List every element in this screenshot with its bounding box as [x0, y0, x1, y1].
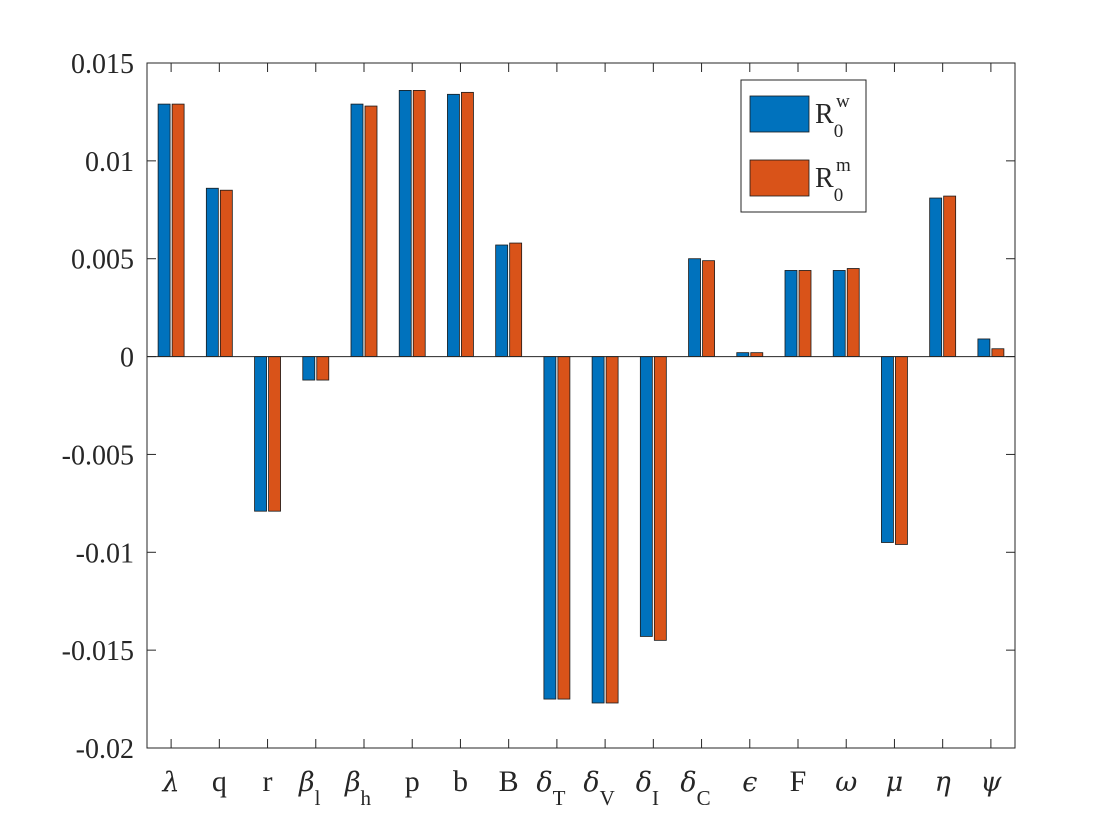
bar-w-13 [784, 270, 798, 357]
bar-m-9 [605, 356, 619, 704]
bar-w-16 [929, 197, 943, 357]
x-tick-label: r [263, 765, 273, 798]
bar-w-5 [398, 90, 412, 357]
bar-m-1 [219, 189, 233, 357]
y-tick-label: 0 [120, 343, 134, 374]
y-tick-label: -0.02 [76, 734, 134, 765]
bar-w-14 [832, 270, 846, 357]
bar-m-13 [798, 270, 812, 357]
bar-m-11 [702, 260, 715, 357]
x-tick-label: q [212, 765, 227, 798]
y-tick-label: -0.005 [62, 440, 134, 471]
legend-swatch-m [749, 159, 810, 197]
legend-sup-m: m [836, 155, 851, 176]
x-tick-label: δV [583, 767, 614, 810]
y-tick-label: 0.01 [85, 147, 134, 178]
x-tick-label: ω [835, 767, 857, 798]
bar-m-3 [316, 356, 330, 381]
bar-m-2 [268, 356, 281, 512]
y-tick-label: 0.015 [71, 49, 134, 80]
bar-m-4 [364, 105, 378, 357]
y-tick-label: -0.015 [62, 636, 134, 667]
bar-w-9 [591, 356, 605, 704]
bar-m-5 [412, 90, 426, 357]
x-tick-label: βh [344, 767, 372, 810]
y-axis: 0.015 0.01 0.005 0 -0.005 -0.01 -0.015 -0.02 [62, 49, 1015, 765]
bar-w-17 [977, 338, 991, 357]
bars-group [157, 90, 1005, 704]
bar-w-15 [881, 356, 894, 543]
bar-m-17 [991, 348, 1005, 357]
bar-w-12 [736, 352, 750, 357]
y-tick-label: 0.005 [71, 245, 134, 276]
legend-swatch-w [749, 95, 810, 133]
x-tick-label: ϵ [742, 767, 757, 798]
x-tick-label: μ [886, 767, 904, 798]
x-tick-label: B [499, 765, 519, 798]
bar-w-0 [157, 103, 171, 357]
x-tick-label: λ [162, 767, 180, 798]
bar-m-15 [895, 356, 908, 545]
bar-w-10 [639, 356, 653, 637]
legend-sup-w: w [836, 91, 850, 112]
x-tick-label: δC [680, 767, 710, 810]
bar-m-0 [171, 103, 185, 357]
bar-m-10 [653, 356, 667, 641]
plot-area [147, 63, 1015, 748]
bar-w-7 [495, 244, 509, 357]
bar-w-2 [254, 356, 267, 512]
x-tick-label: δT [536, 767, 565, 810]
bar-w-11 [688, 258, 701, 357]
plot-frame [146, 62, 1016, 749]
x-tick-label: F [790, 765, 807, 798]
bar-m-14 [846, 268, 860, 357]
x-tick-label: βl [298, 767, 321, 810]
bar-w-8 [543, 356, 557, 700]
x-tick-label: b [453, 765, 468, 798]
bar-w-1 [205, 187, 219, 357]
bar-w-4 [350, 103, 364, 357]
bar-m-6 [461, 91, 474, 357]
x-tick-label: ψ [980, 767, 1002, 798]
bar-m-16 [943, 195, 957, 357]
y-tick-label: -0.01 [76, 538, 134, 569]
x-tick-label: δI [636, 767, 659, 810]
bar-w-6 [447, 93, 460, 357]
x-tick-label: p [405, 765, 420, 798]
bar-m-7 [509, 242, 523, 357]
bar-m-12 [750, 352, 764, 357]
bar-m-8 [557, 356, 571, 700]
bar-w-3 [302, 356, 316, 381]
x-tick-label: η [935, 767, 951, 798]
